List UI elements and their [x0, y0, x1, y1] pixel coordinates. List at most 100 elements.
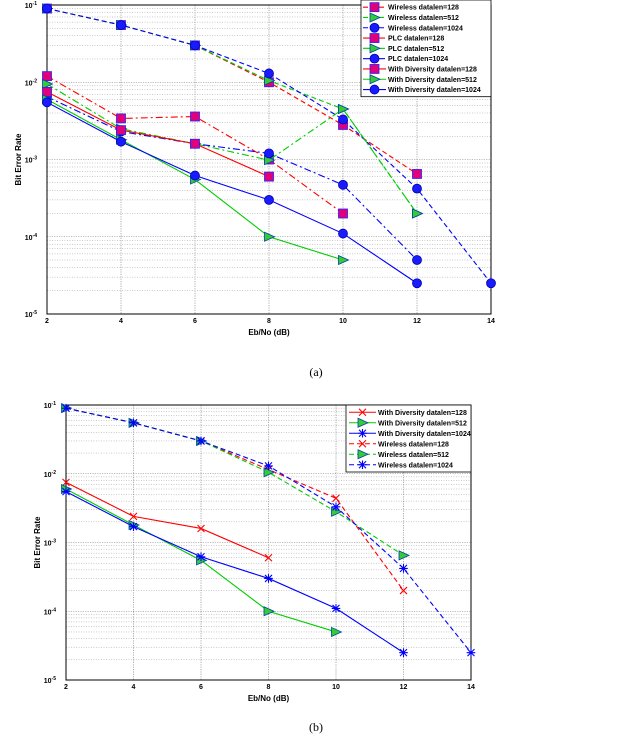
- data-point: [129, 522, 138, 531]
- data-point: [338, 208, 348, 219]
- legend-marker: [369, 2, 380, 13]
- data-point: [264, 553, 273, 562]
- x-tick-label: 12: [413, 318, 421, 325]
- data-point: [264, 75, 276, 86]
- series-7: [42, 87, 274, 182]
- x-tick-label: 8: [267, 318, 271, 325]
- legend-label: Wireless datalen=1024: [378, 462, 453, 469]
- legend-label: PLC datalen=128: [388, 36, 444, 43]
- figure-caption-b: (b): [309, 720, 323, 734]
- x-axis-label: Eb/No (dB): [248, 328, 290, 337]
- x-tick-label: 14: [487, 318, 495, 325]
- data-point: [264, 231, 276, 242]
- y-tick-label: 10-3: [44, 539, 56, 548]
- x-tick-label: 2: [64, 684, 68, 691]
- legend-label: Wireless datalen=1024: [388, 25, 463, 32]
- x-tick-label: 10: [332, 684, 340, 691]
- data-point: [338, 103, 350, 115]
- y-axis-label: Bit Error Rate: [14, 133, 23, 186]
- y-tick-label: 10-2: [44, 470, 56, 479]
- series-line: [46, 101, 418, 284]
- legend-marker: [358, 460, 367, 470]
- series-1: [62, 478, 273, 562]
- data-point: [264, 148, 274, 159]
- x-tick-label: 6: [193, 318, 197, 325]
- legend-label: PLC datalen=512: [388, 46, 444, 53]
- x-tick-label: 4: [119, 318, 123, 325]
- y-tick-exponent: -5: [52, 676, 57, 682]
- legend-label: Wireless datalen=128: [378, 441, 449, 448]
- series-line: [46, 7, 418, 214]
- legend-label: Wireless datalen=512: [378, 452, 449, 459]
- y-tick-label: 10-5: [44, 676, 56, 685]
- x-tick-label: 8: [267, 684, 271, 691]
- data-point: [412, 278, 422, 289]
- y-tick-base: 10: [25, 3, 33, 10]
- data-point: [412, 208, 424, 219]
- x-tick-label: 4: [132, 684, 136, 691]
- data-point: [61, 403, 71, 413]
- legend-marker: [369, 74, 381, 85]
- data-point: [129, 418, 138, 428]
- data-point: [264, 171, 274, 182]
- data-point: [116, 136, 126, 147]
- data-point: [338, 179, 348, 190]
- legend-marker: [369, 53, 380, 64]
- data-point: [190, 40, 200, 51]
- series-line: [65, 491, 404, 654]
- series-line: [46, 91, 270, 178]
- data-point: [116, 20, 126, 30]
- y-tick-label: 10-5: [25, 310, 37, 319]
- data-point: [331, 604, 341, 613]
- y-tick-exponent: -4: [33, 233, 38, 239]
- data-point: [42, 97, 52, 108]
- series-3: [42, 3, 496, 289]
- y-tick-label: 10-3: [25, 156, 37, 165]
- y-tick-base: 10: [44, 403, 52, 410]
- legend-marker: [369, 43, 381, 54]
- y-tick-label: 10-2: [25, 78, 37, 87]
- data-point: [42, 71, 52, 82]
- series-9: [42, 97, 422, 289]
- data-point: [42, 78, 54, 90]
- y-tick-base: 10: [44, 472, 52, 479]
- data-point: [264, 461, 273, 471]
- series-line: [46, 83, 418, 214]
- legend-marker: [369, 22, 380, 33]
- legend-marker: [369, 64, 380, 74]
- y-tick-label: 10-1: [25, 1, 37, 10]
- data-point: [263, 606, 275, 617]
- legend-label: With Diversity datalen=1024: [388, 87, 481, 94]
- legend-marker: [369, 33, 380, 43]
- y-tick-label: 10-1: [44, 401, 56, 410]
- data-point: [412, 183, 422, 194]
- y-tick-base: 10: [25, 312, 33, 319]
- y-tick-exponent: -3: [52, 539, 57, 545]
- y-axis-label: Bit Error Rate: [33, 516, 42, 569]
- data-point: [196, 552, 206, 562]
- series-6: [61, 403, 476, 657]
- legend-marker: [369, 12, 381, 23]
- data-point: [62, 478, 70, 487]
- legend-label: Wireless datalen=128: [388, 5, 459, 12]
- data-point: [264, 68, 274, 79]
- series-3: [61, 487, 408, 657]
- legend-label: With Diversity datalen=512: [378, 420, 467, 427]
- data-point: [61, 487, 71, 496]
- data-point: [412, 169, 422, 179]
- plot-frame: [65, 404, 472, 681]
- legend: With Diversity datalen=128 With Diversity…: [345, 404, 472, 473]
- data-point: [338, 114, 348, 125]
- legend-label: PLC datalen=1024: [388, 56, 448, 63]
- series-line: [46, 75, 344, 214]
- legend-marker: [357, 417, 369, 428]
- legend-label: With Diversity datalen=1024: [378, 431, 471, 438]
- legend-label: With Diversity datalen=512: [388, 77, 477, 84]
- legend-label: Wireless datalen=512: [388, 15, 459, 22]
- y-tick-exponent: -5: [33, 310, 38, 316]
- x-tick-label: 12: [400, 684, 408, 691]
- data-point: [190, 111, 200, 122]
- y-tick-exponent: -1: [52, 401, 57, 407]
- data-point: [331, 502, 341, 512]
